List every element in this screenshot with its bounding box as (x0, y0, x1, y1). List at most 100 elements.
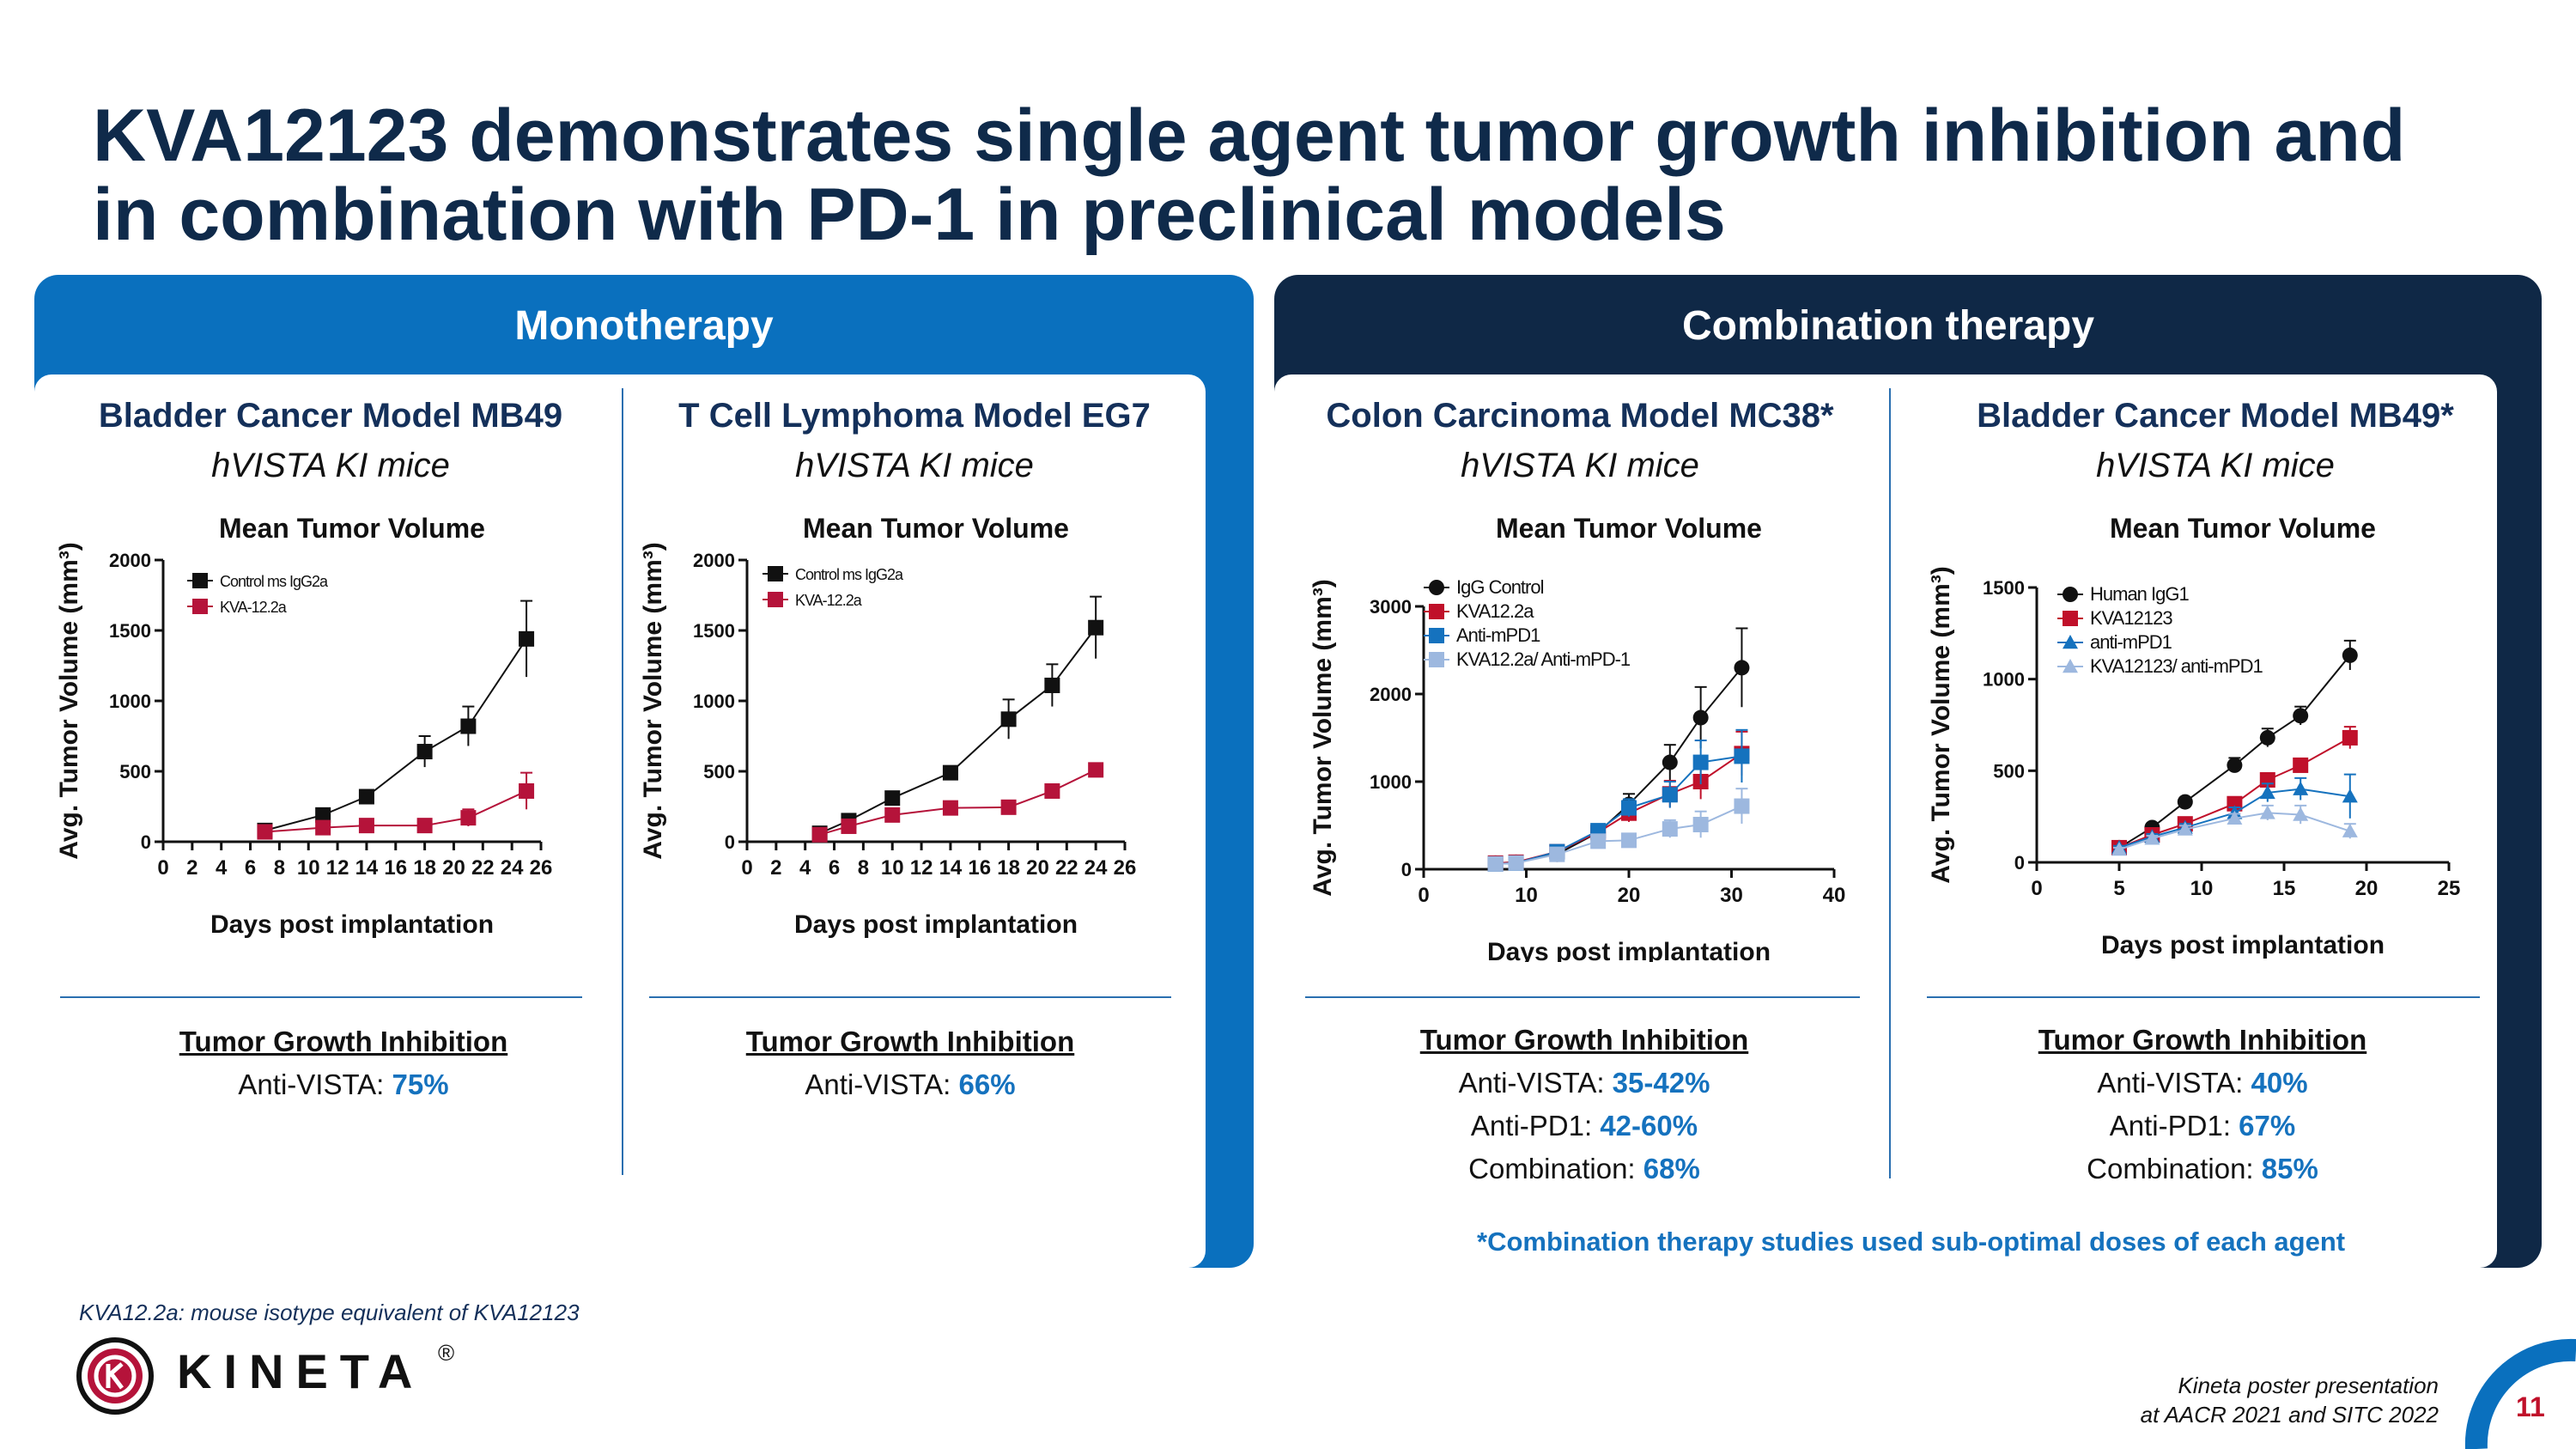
chart-mb49-combo: Mean Tumor Volume 0 5 10 15 20 25 0 500 1000 1500 D… (1927, 513, 2460, 959)
data-point (2111, 842, 2127, 856)
y-tick-label: 2000 (109, 550, 151, 571)
data-point (358, 818, 374, 834)
data-point (1549, 846, 1565, 862)
x-tick-label: 24 (1084, 856, 1108, 880)
model-title-2: T Cell Lymphoma Model EG7 (678, 397, 1151, 435)
tgi-title: Tumor Growth Inhibition (1419, 1024, 1749, 1056)
data-point (884, 790, 901, 807)
tgi-row: Anti-PD1: 67% (2109, 1110, 2296, 1142)
data-point (811, 826, 828, 843)
data-point (1088, 762, 1104, 778)
y-tick-label: 500 (1993, 760, 2025, 782)
x-tick-label: 8 (274, 856, 285, 880)
tgi-row: Anti-VISTA: 35-42% (1458, 1067, 1710, 1099)
data-point (1000, 799, 1017, 815)
y-axis-label: Avg. Tumor Volume (mm³) (1927, 566, 1955, 883)
legend-label: IgG Control (1456, 576, 1544, 598)
data-point (942, 800, 958, 816)
tgi-block-3: Tumor Growth Inhibition Anti-VISTA: 35-4… (1288, 1019, 1880, 1190)
data-point (2259, 784, 2275, 800)
title-line-2: in combination with PD-1 in preclinical … (93, 174, 1726, 256)
tgi-title: Tumor Growth Inhibition (2038, 1024, 2367, 1056)
data-point (884, 807, 901, 823)
poster-line-2: at AACR 2021 and SITC 2022 (2140, 1402, 2439, 1428)
y-tick-label: 500 (119, 761, 151, 782)
mice-label-3: hVISTA KI mice (1461, 447, 1699, 484)
x-tick-label: 0 (741, 856, 752, 880)
legend-label: KVA12123 (2090, 607, 2172, 629)
x-tick-label: 0 (2031, 877, 2042, 900)
tgi-row: Anti-VISTA: 66% (805, 1068, 1016, 1100)
monotherapy-header: Monotherapy (514, 303, 774, 349)
data-point (257, 824, 273, 840)
y-tick-label: 1000 (109, 691, 151, 712)
divider-left (622, 388, 623, 1175)
x-tick-label: 0 (1418, 884, 1429, 907)
model-title-3: Colon Carcinoma Model MC38* (1326, 397, 1834, 435)
legend-marker (1429, 604, 1444, 619)
kineta-logo-icon (76, 1337, 154, 1415)
data-point (315, 819, 331, 836)
tgi-title: Tumor Growth Inhibition (745, 1026, 1075, 1057)
x-tick-label: 4 (799, 856, 811, 880)
page-corner-arc (2464, 1338, 2576, 1449)
legend-label: KVA-12.2a (795, 592, 863, 609)
y-tick-label: 1500 (109, 620, 151, 642)
data-point (1734, 660, 1750, 676)
x-tick-label: 10 (2190, 877, 2214, 900)
y-tick-label: 2000 (1370, 684, 1412, 705)
data-point (2227, 757, 2243, 773)
x-tick-label: 14 (939, 856, 963, 880)
data-point (1044, 677, 1060, 693)
data-point (1487, 855, 1504, 872)
y-tick-label: 2000 (693, 550, 735, 571)
tgi-row: Combination: 68% (1468, 1153, 1700, 1184)
y-tick-label: 500 (703, 761, 735, 782)
data-point (1734, 748, 1750, 764)
legend-label: KVA12.2a/ Anti-mPD-1 (1456, 648, 1631, 670)
x-tick-label: 20 (1026, 856, 1049, 880)
legend-marker (2063, 611, 2078, 626)
data-point (942, 764, 958, 781)
x-tick-label: 20 (1618, 884, 1641, 907)
x-tick-label: 24 (501, 856, 524, 880)
x-tick-label: 6 (245, 856, 256, 880)
tgi-row: Anti-VISTA: 75% (238, 1068, 449, 1100)
data-point (2293, 781, 2309, 795)
data-point (1734, 798, 1750, 814)
mice-label-1: hVISTA KI mice (211, 447, 450, 484)
legend-label: KVA12.2a (1456, 600, 1534, 622)
data-point (1692, 754, 1709, 770)
legend-marker (2063, 659, 2078, 673)
y-tick-label: 1500 (693, 620, 735, 642)
chart-title: Mean Tumor Volume (1496, 513, 1762, 544)
x-tick-label: 12 (910, 856, 933, 880)
legend-label: KVA-12.2a (220, 599, 288, 616)
data-point (1508, 855, 1524, 871)
data-point (1088, 619, 1104, 636)
combination-header: Combination therapy (1681, 303, 2095, 349)
isotype-note: KVA12.2a: mouse isotype equivalent of KV… (79, 1300, 580, 1325)
hline-1 (60, 996, 582, 998)
x-tick-label: 22 (471, 856, 495, 880)
x-tick-label: 20 (2355, 877, 2379, 900)
y-tick-label: 1000 (1370, 771, 1412, 793)
data-point (519, 782, 535, 799)
x-tick-label: 0 (157, 856, 168, 880)
x-tick-label: 10 (881, 856, 904, 880)
legend-label: Human IgG1 (2090, 583, 2189, 605)
legend-marker (1429, 628, 1444, 643)
x-tick-label: 30 (1720, 884, 1743, 907)
data-point (315, 807, 331, 823)
y-tick-label: 0 (2014, 852, 2025, 874)
hline-2 (649, 996, 1171, 998)
series-line (264, 790, 527, 833)
data-point (416, 744, 433, 760)
x-tick-label: 15 (2273, 877, 2296, 900)
legend-marker (1429, 652, 1444, 667)
legend-marker (2063, 635, 2078, 649)
data-point (2293, 708, 2309, 724)
x-axis-label: Days post implantation (2101, 931, 2385, 959)
y-axis-label: Avg. Tumor Volume (mm³) (639, 542, 667, 859)
